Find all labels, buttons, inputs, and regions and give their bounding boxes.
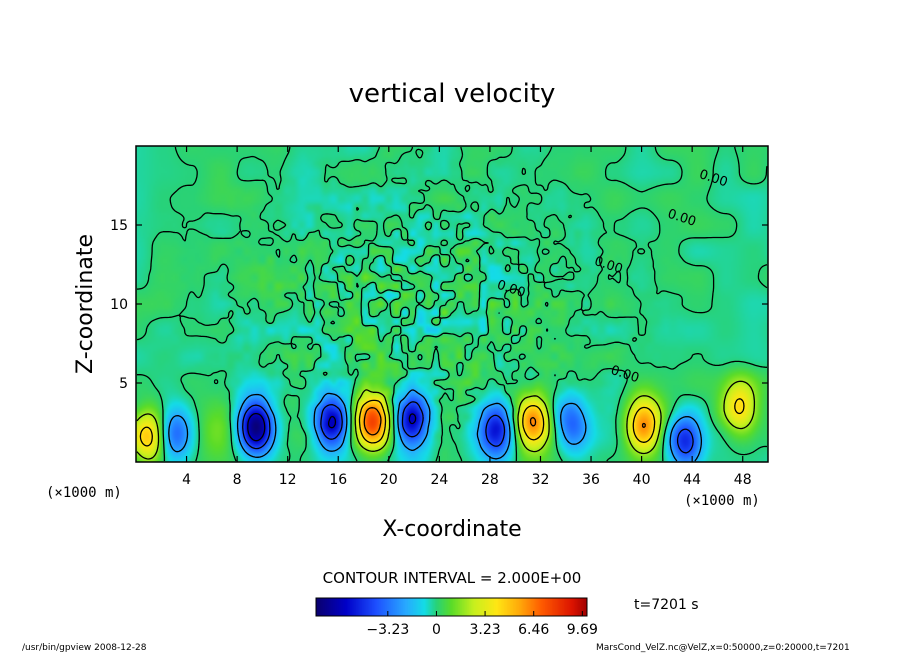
heatmap-field [136, 146, 768, 462]
x-axis-label: X-coordinate [382, 517, 521, 542]
colorbar-tick-label: −3.23 [366, 622, 409, 638]
x-axis-ticks: 4 8 12 16 20 24 28 32 36 40 44 48 [182, 146, 752, 488]
contour-labels: 0.000.000.000.000.00 [495, 167, 729, 386]
y-axis-label: Z-coordinate [73, 234, 98, 374]
footer-left: /usr/bin/gpview 2008-12-28 [22, 643, 147, 653]
colorbar-tick-label: 3.23 [469, 622, 500, 638]
x-tick-label: 48 [734, 472, 752, 488]
colorbar-tick-label: 6.46 [518, 622, 549, 638]
x-tick-label: 40 [633, 472, 651, 488]
y-tick-label: 15 [110, 218, 128, 234]
x-tick-label: 28 [481, 472, 499, 488]
y-tick-label: 10 [110, 297, 128, 313]
y-axis-unit: (×1000 m) [46, 485, 122, 501]
contour-path [136, 146, 768, 462]
x-tick-label: 4 [182, 472, 191, 488]
time-label: t=7201 s [634, 597, 699, 613]
chart-title: vertical velocity [349, 79, 556, 109]
colorbar-ticks: −3.23 0 3.23 6.46 9.69 [366, 611, 598, 638]
y-axis-ticks: 5 10 15 [110, 218, 768, 392]
footer-right: MarsCond_VelZ.nc@VelZ,x=0:50000,z=0:2000… [596, 643, 850, 653]
x-tick-label: 32 [532, 472, 550, 488]
x-tick-label: 16 [329, 472, 347, 488]
contour-lines [136, 146, 768, 462]
y-tick-label: 5 [119, 376, 128, 392]
x-tick-label: 8 [233, 472, 242, 488]
x-axis-unit: (×1000 m) [684, 493, 760, 509]
colorbar-tick-label: 0 [432, 622, 441, 638]
x-tick-label: 36 [582, 472, 600, 488]
colorbar-frame [315, 597, 588, 617]
x-tick-label: 12 [279, 472, 297, 488]
colorbar-tick-label: 9.69 [567, 622, 598, 638]
x-tick-label: 24 [430, 472, 448, 488]
x-tick-label: 44 [683, 472, 701, 488]
contour-interval-label: CONTOUR INTERVAL = 2.000E+00 [323, 569, 582, 587]
x-tick-label: 20 [380, 472, 398, 488]
colorbar [316, 598, 587, 616]
